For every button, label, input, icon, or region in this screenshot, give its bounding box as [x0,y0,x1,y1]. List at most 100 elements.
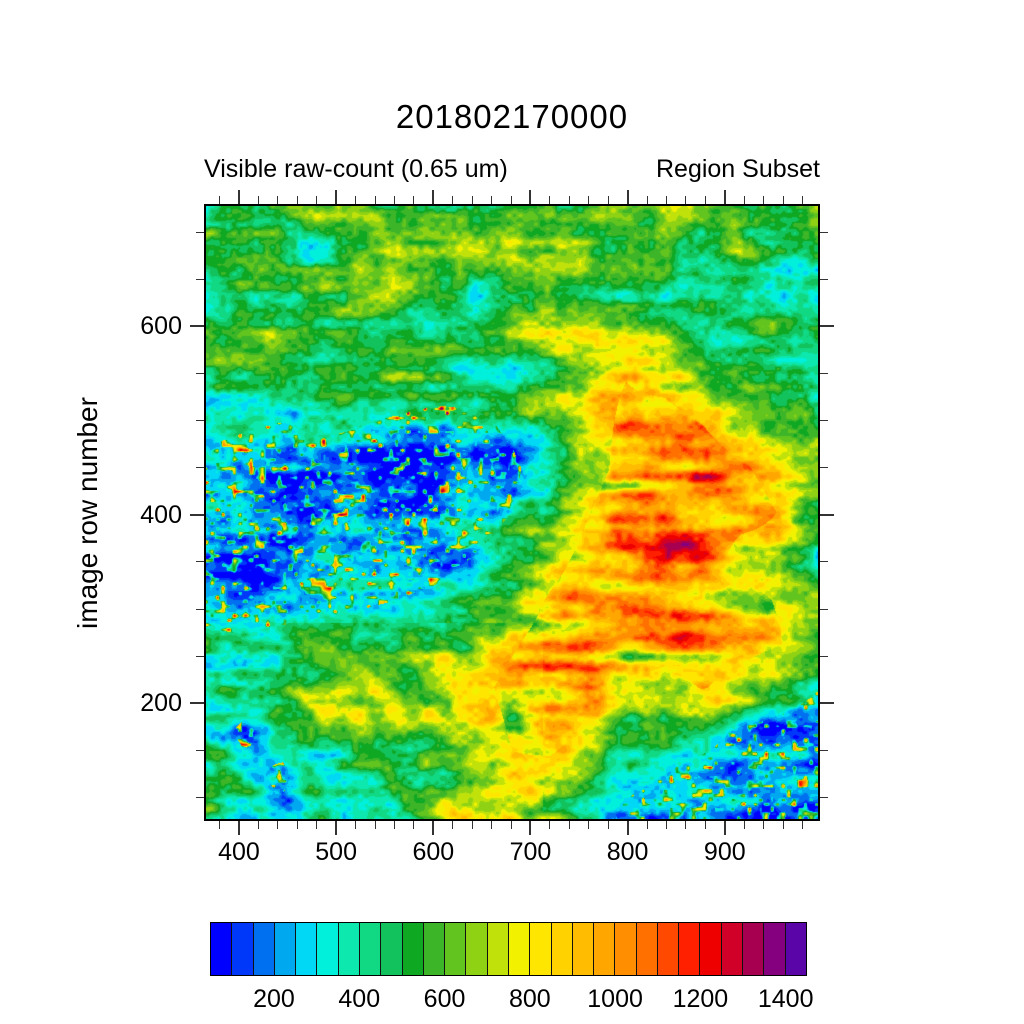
x-minor-tick [646,196,648,204]
x-minor-tick [452,196,454,204]
x-minor-tick [491,821,493,829]
y-tick-label: 600 [140,312,182,341]
colorbar-segment [273,923,296,975]
y-minor-tick [820,561,828,563]
colorbar-segment [571,923,594,975]
y-minor-tick [820,749,828,751]
colorbar-segment [401,923,423,975]
y-major-tick [820,513,834,516]
y-minor-tick [820,373,828,375]
x-minor-tick [802,821,803,829]
x-major-tick [432,190,435,204]
colorbar-tick-label: 1200 [672,985,729,1013]
colorbar-tick-label: 1400 [757,985,814,1013]
x-minor-tick [452,821,454,829]
x-minor-tick [802,196,803,204]
x-minor-tick [549,196,551,204]
x-minor-tick [316,821,318,829]
x-minor-tick [607,196,609,204]
y-minor-tick [196,231,204,233]
colorbar-segment [358,923,381,975]
colorbar-segment [422,923,445,975]
x-tick-label: 700 [509,838,552,866]
y-minor-tick [820,655,828,657]
y-minor-tick [196,420,204,422]
y-tick-label: 400 [140,500,182,529]
x-tick-label: 600 [412,838,455,866]
subtitle-left: Visible raw-count (0.65 um) [204,155,508,183]
x-major-tick [723,821,726,835]
x-minor-tick [296,821,298,829]
y-minor-tick [820,231,828,233]
x-minor-tick [763,821,765,829]
x-minor-tick [588,821,590,829]
x-minor-tick [413,821,415,829]
y-minor-tick [196,655,204,657]
y-major-tick [190,702,204,705]
subtitle-right: Region Subset [655,155,820,183]
x-minor-tick [219,196,221,204]
x-major-tick [529,190,532,204]
colorbar-segment [742,923,764,975]
y-minor-tick [820,278,828,280]
y-minor-tick [196,278,204,280]
colorbar-segment [784,923,806,975]
y-minor-tick [196,467,204,469]
x-minor-tick [763,196,765,204]
x-minor-tick [393,821,395,829]
x-major-tick [335,190,338,204]
y-minor-tick [820,420,828,422]
x-minor-tick [355,821,357,829]
x-minor-tick [219,821,221,829]
x-minor-tick [277,821,279,829]
x-major-tick [626,821,629,835]
y-tick-label: 200 [140,689,182,718]
y-major-tick [190,513,204,516]
x-minor-tick [685,821,687,829]
y-minor-tick [196,561,204,563]
colorbar-segment [635,923,657,975]
colorbar-tick-label: 1000 [587,985,643,1013]
x-minor-tick [685,196,687,204]
y-minor-tick [196,796,204,798]
x-minor-tick [782,196,784,204]
x-minor-tick [607,821,609,829]
figure-title: 201802170000 [395,98,629,135]
colorbar-tick-label: 200 [253,985,295,1013]
satellite-heatmap-canvas [206,206,818,819]
colorbar-segment [678,923,700,975]
x-minor-tick [549,821,551,829]
colorbar-segment [720,923,743,975]
x-minor-tick [510,821,512,829]
y-minor-tick [196,749,204,751]
x-major-tick [529,821,532,835]
y-major-tick [820,702,834,705]
y-minor-tick [820,608,828,610]
x-major-tick [432,821,435,835]
colorbar-segment [614,923,636,975]
y-major-tick [820,325,834,328]
x-minor-tick [413,196,415,204]
y-minor-tick [196,608,204,610]
x-minor-tick [510,196,512,204]
y-minor-tick [820,796,828,798]
colorbar-segment [295,923,317,975]
x-minor-tick [355,196,357,204]
colorbar-segment [337,923,359,975]
colorbar-segment [252,923,274,975]
x-minor-tick [743,821,745,829]
colorbar-segment [507,923,530,975]
x-major-tick [237,821,240,835]
x-minor-tick [568,196,570,204]
colorbar-segment [763,923,785,975]
colorbar-segment [211,923,232,975]
x-minor-tick [782,821,784,829]
x-minor-tick [743,196,745,204]
x-minor-tick [393,196,395,204]
colorbar [210,922,807,976]
colorbar-segment [529,923,551,975]
x-minor-tick [471,196,473,204]
colorbar-segment [550,923,572,975]
colorbar-segment [465,923,487,975]
